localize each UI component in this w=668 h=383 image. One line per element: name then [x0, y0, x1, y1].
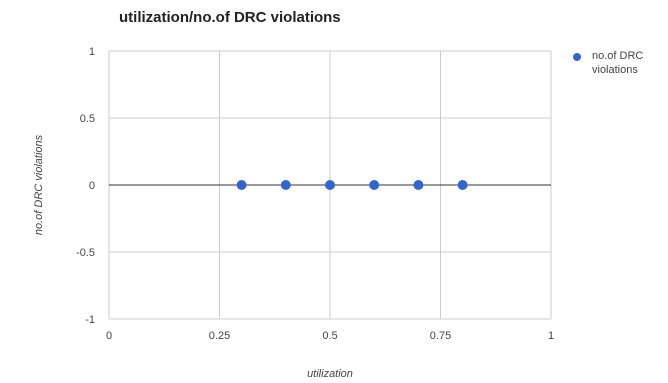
data-point: [457, 180, 468, 190]
chart-title: utilization/no.of DRC violations: [119, 9, 341, 26]
x-axis-label: utilization: [307, 368, 353, 380]
tick-labels: 0 0.25 0.5 0.75 1 1 0.5 0 -0.5 -1: [76, 46, 554, 342]
data-point: [413, 180, 424, 190]
x-tick-label: 0.75: [430, 330, 451, 342]
data-point: [236, 180, 247, 190]
data-points: [236, 180, 468, 190]
x-tick-label: 0.5: [322, 330, 337, 342]
legend: no.of DRC violations: [573, 49, 664, 77]
legend-label: no.of DRC violations: [592, 50, 644, 76]
legend-marker-icon: [573, 53, 581, 61]
data-point: [325, 180, 335, 190]
y-axis-label: no.of DRC violations: [33, 134, 45, 235]
x-tick-label: 0: [106, 330, 112, 342]
y-tick-label: 0.5: [80, 113, 95, 125]
y-tick-label: -0.5: [76, 247, 95, 259]
data-point: [369, 180, 380, 190]
x-tick-label: 0.25: [209, 330, 230, 342]
y-tick-label: 0: [89, 180, 95, 192]
y-tick-label: -1: [85, 314, 95, 326]
data-point: [280, 180, 291, 190]
y-tick-label: 1: [89, 46, 95, 58]
x-tick-label: 1: [548, 330, 554, 342]
